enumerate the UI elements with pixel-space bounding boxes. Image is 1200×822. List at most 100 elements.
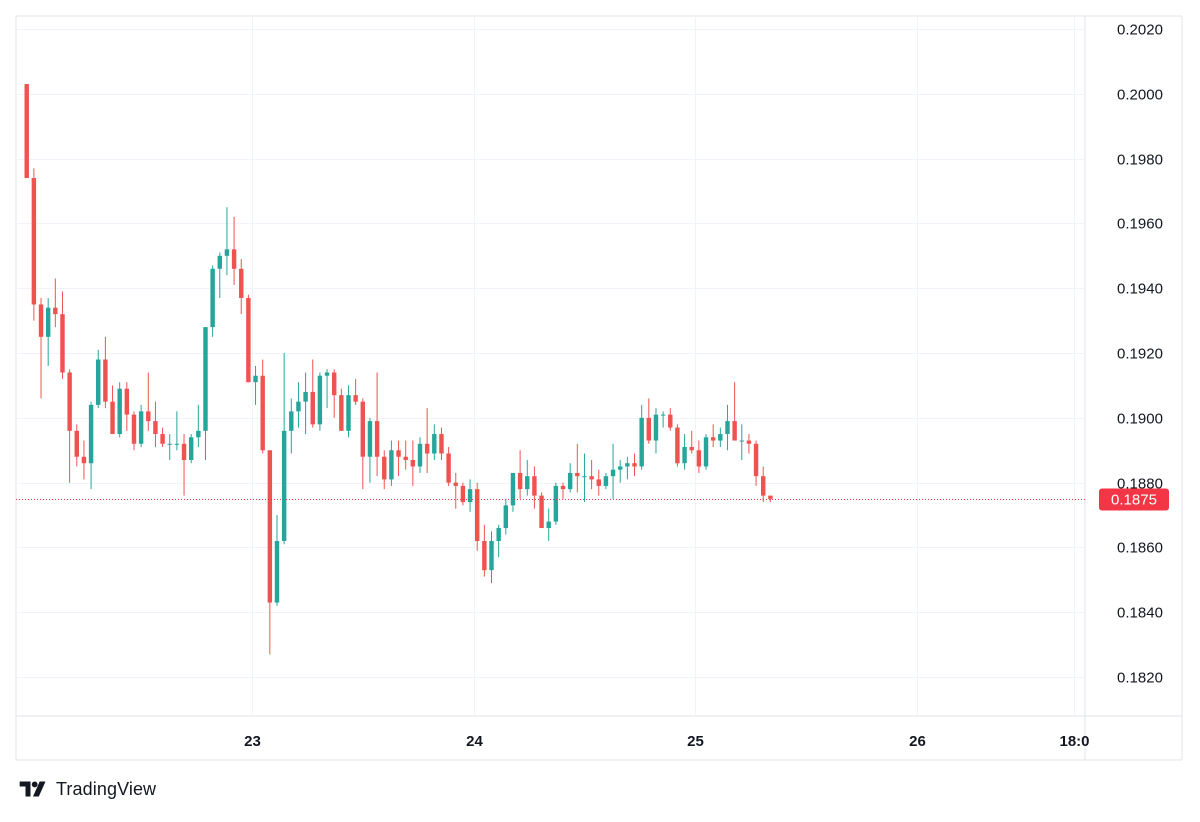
candle-body [360, 401, 366, 457]
candle-body [67, 372, 72, 431]
candle-body [503, 505, 509, 529]
candle-up [167, 434, 172, 460]
candle-down [160, 427, 165, 448]
candle-body [81, 456, 87, 464]
candle-up [639, 404, 644, 470]
candle-body [38, 304, 44, 337]
candle-down [668, 408, 673, 431]
x-tick-label: 18:0 [1059, 733, 1089, 750]
y-tick-label: 0.1920 [1117, 346, 1163, 363]
candle-down [60, 291, 65, 379]
candle-body [618, 466, 623, 470]
candle-body [281, 430, 287, 541]
candle-body [174, 443, 180, 445]
candle-down [632, 453, 637, 477]
candle-down [596, 469, 601, 496]
candle-down [675, 424, 680, 467]
candle-up [417, 437, 423, 473]
candle-body [560, 485, 566, 490]
candle-body [196, 430, 201, 438]
candle-body [703, 437, 709, 467]
x-tick-label: 24 [466, 733, 483, 750]
candle-body [188, 437, 194, 460]
candle-body [482, 541, 487, 571]
candle-body [532, 476, 537, 496]
candle-body [160, 434, 165, 444]
candle-body [567, 472, 573, 490]
candle-down [382, 450, 387, 490]
candle-body [353, 395, 358, 402]
candle-body [138, 411, 144, 444]
candle-body [53, 307, 58, 315]
candle-body [346, 395, 351, 431]
candle-body [525, 476, 530, 490]
candle-down [446, 447, 451, 486]
candle-body [60, 314, 65, 373]
candle-down [532, 466, 537, 509]
candle-up [567, 463, 573, 493]
candle-body [131, 414, 137, 444]
candle-up [96, 349, 101, 409]
candle-down [231, 216, 237, 285]
candle-body [675, 427, 680, 464]
candle-down [239, 259, 244, 315]
chart-border [15, 15, 1183, 761]
candle-body [146, 411, 151, 422]
candle-up [389, 440, 394, 486]
candle-body [396, 450, 401, 457]
candle-body [317, 375, 323, 425]
candle-body [489, 541, 494, 571]
y-tick-label: 0.1820 [1117, 670, 1163, 687]
candle-body [117, 388, 122, 435]
candle-body [682, 447, 687, 464]
candle-down [124, 382, 130, 431]
candle-down [260, 359, 265, 454]
candle-body [253, 375, 258, 383]
candle-body [45, 307, 51, 337]
candle-body [324, 372, 330, 376]
candle-up [718, 427, 723, 448]
candle-down [453, 472, 458, 509]
candle-body [303, 391, 308, 402]
candle-up [210, 265, 215, 337]
candle-body [653, 414, 659, 441]
candle-up [653, 408, 659, 454]
candle-up [739, 424, 744, 460]
candle-down [439, 427, 444, 460]
candle-down [53, 278, 58, 328]
candle-up [510, 472, 516, 512]
candle-down [267, 450, 273, 655]
candle-body [432, 434, 437, 454]
candle-body [575, 472, 580, 477]
candle-down [403, 440, 408, 470]
candle-down [753, 440, 759, 486]
y-tick-label: 0.1900 [1117, 411, 1163, 428]
candle-body [539, 495, 544, 529]
candle-body [374, 421, 380, 457]
tradingview-brand-text: TradingView [56, 778, 157, 799]
candle-down [746, 434, 752, 454]
candle-down [410, 440, 416, 486]
candle-up [324, 369, 330, 409]
candle-body [210, 268, 215, 328]
candle-down [396, 440, 401, 477]
candle-up [553, 482, 559, 525]
candle-body [460, 485, 466, 503]
candle-up [138, 404, 144, 448]
candle-down [710, 424, 716, 448]
candles [24, 84, 773, 655]
candle-body [582, 476, 587, 478]
candle-body [310, 391, 315, 425]
tradingview-footer[interactable]: TradingView [18, 776, 156, 802]
candle-up [503, 498, 509, 535]
candle-body [668, 414, 673, 428]
candle-body [103, 359, 108, 402]
candle-up [618, 459, 623, 483]
candle-down [353, 378, 358, 405]
candle-body [610, 469, 616, 477]
candle-down [153, 401, 158, 448]
candle-body [403, 456, 408, 460]
candle-body [167, 443, 172, 445]
